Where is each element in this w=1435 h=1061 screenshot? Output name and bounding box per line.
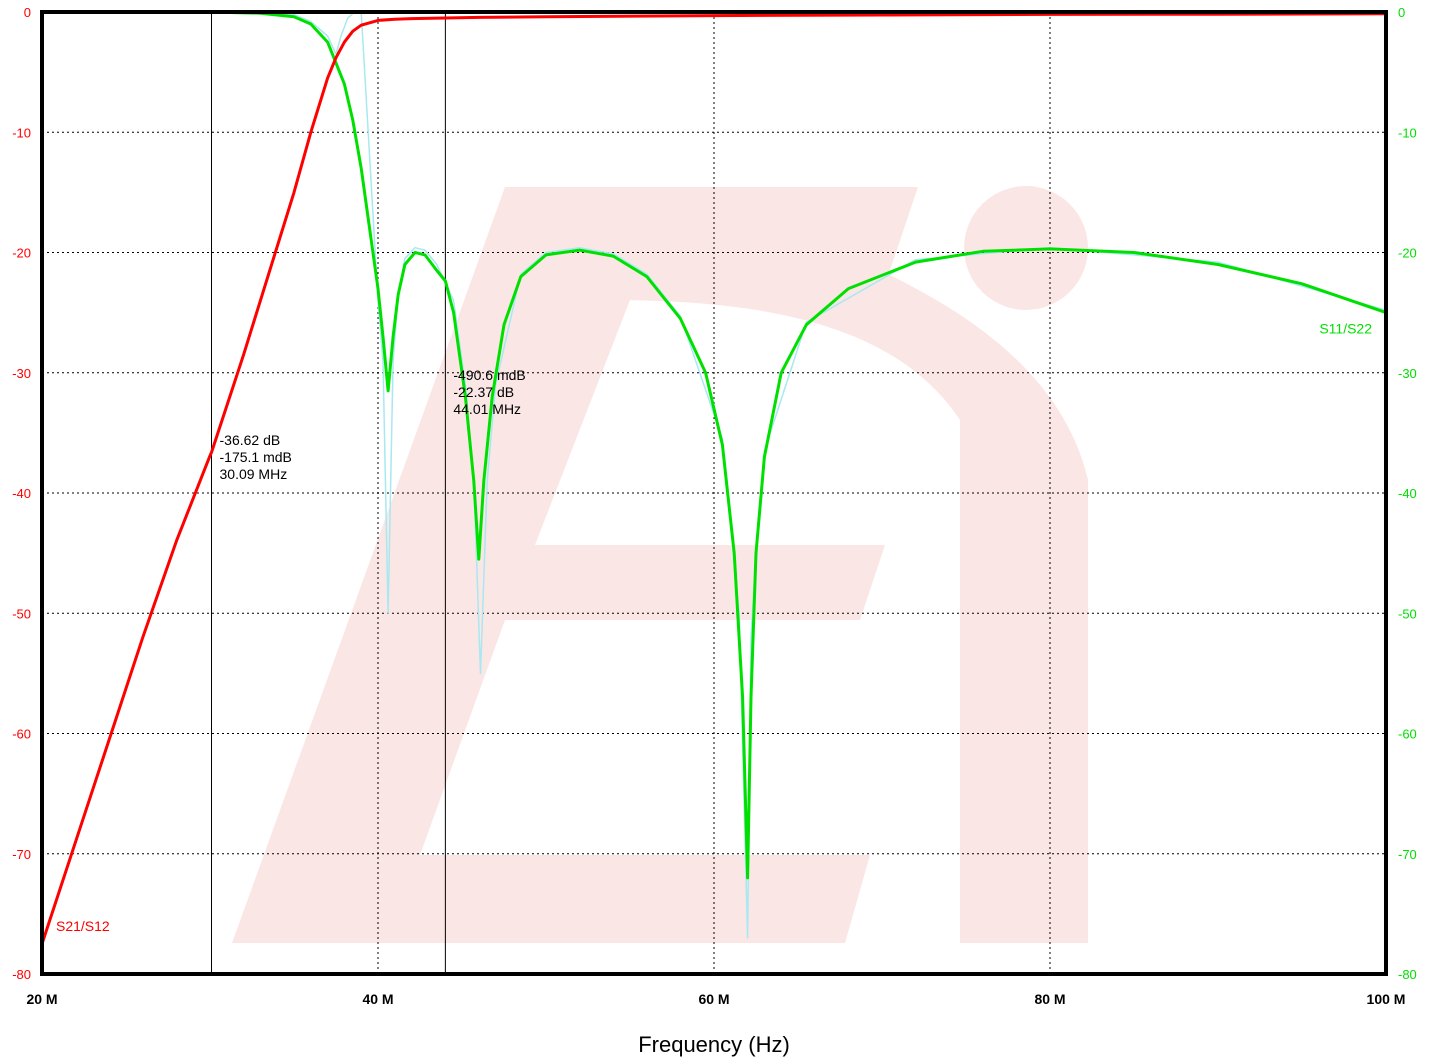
series-line: [40, 10, 1388, 880]
marker-lines: [211, 12, 446, 974]
marker-readout-line: -22.37 dB: [453, 384, 514, 400]
y-tick-left: 0: [24, 5, 31, 20]
y-tick-left: -40: [12, 486, 31, 501]
grid-lines: [42, 12, 1386, 974]
y-tick-right: -50: [1398, 606, 1417, 621]
y-tick-right: -30: [1398, 366, 1417, 381]
series-lines: [40, 10, 1388, 946]
x-tick: 40 M: [362, 991, 393, 1007]
y-tick-right: -70: [1398, 847, 1417, 862]
marker-readout-line: -36.62 dB: [220, 432, 281, 448]
series-labels: S21/S12 S11/S22: [56, 320, 1372, 934]
y-tick-right: -20: [1398, 246, 1417, 261]
y-tick-right: -80: [1398, 967, 1417, 982]
y-tick-left: -10: [12, 125, 31, 140]
y-tick-left: -50: [12, 606, 31, 621]
marker-readout-line: 44.01 MHz: [453, 401, 521, 417]
x-tick: 60 M: [698, 991, 729, 1007]
y-tick-right: -40: [1398, 486, 1417, 501]
y-axis-left-ticks: 0 -10 -20 -30 -40 -50 -60 -70 -80: [12, 5, 31, 982]
x-axis-ticks: 20 M 40 M 60 M 80 M 100 M: [26, 991, 1405, 1007]
y-tick-left: -80: [12, 967, 31, 982]
y-tick-right: -10: [1398, 125, 1417, 140]
x-tick: 80 M: [1034, 991, 1065, 1007]
watermark-logo: [232, 186, 1088, 943]
x-axis-label: Frequency (Hz): [638, 1032, 790, 1057]
series-label: S21/S12: [56, 918, 110, 934]
marker-readout-line: 30.09 MHz: [220, 466, 288, 482]
x-tick: 100 M: [1367, 991, 1406, 1007]
y-tick-right: 0: [1398, 5, 1405, 20]
y-tick-left: -70: [12, 847, 31, 862]
y-tick-left: -60: [12, 727, 31, 742]
y-tick-right: -60: [1398, 727, 1417, 742]
series-line: [40, 12, 1388, 946]
y-tick-left: -20: [12, 246, 31, 261]
y-tick-left: -30: [12, 366, 31, 381]
marker-readout-line: -175.1 mdB: [220, 449, 292, 465]
series-label: S11/S22: [1319, 320, 1372, 336]
plot-border: [40, 10, 1388, 976]
y-axis-right-ticks: 0 -10 -20 -30 -40 -50 -60 -70 -80: [1398, 5, 1417, 982]
marker-readout-line: -490.6 mdB: [453, 367, 525, 383]
plot-frame: [40, 10, 1388, 976]
x-tick: 20 M: [26, 991, 57, 1007]
